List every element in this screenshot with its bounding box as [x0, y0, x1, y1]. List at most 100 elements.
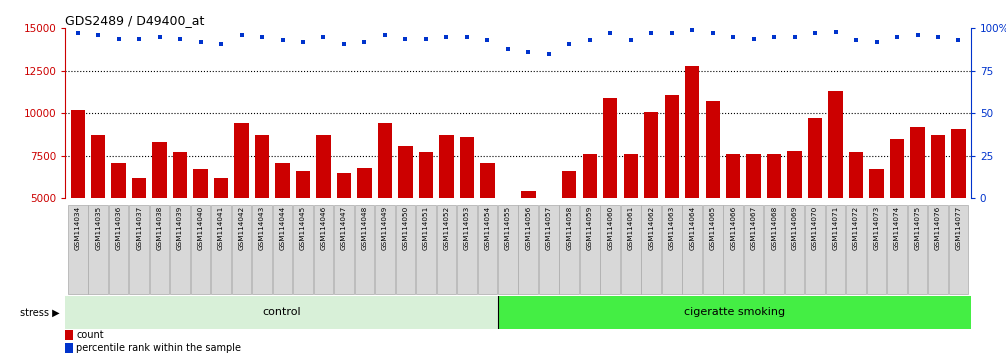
Point: [152, 34, 168, 40]
Bar: [173, 152, 187, 283]
FancyBboxPatch shape: [273, 205, 293, 294]
FancyBboxPatch shape: [785, 205, 805, 294]
Text: GSM114074: GSM114074: [894, 206, 900, 250]
Point: [397, 36, 413, 41]
Point: [520, 49, 536, 55]
Point: [767, 34, 783, 40]
Text: GSM114065: GSM114065: [709, 206, 715, 250]
Text: GSM114036: GSM114036: [116, 206, 122, 250]
Text: GSM114046: GSM114046: [321, 206, 327, 250]
FancyBboxPatch shape: [89, 205, 108, 294]
Bar: [604, 98, 618, 283]
Bar: [665, 95, 679, 283]
Text: GSM114054: GSM114054: [484, 206, 490, 250]
Text: GSM114060: GSM114060: [608, 206, 614, 250]
Text: GSM114067: GSM114067: [750, 206, 757, 250]
Point: [643, 30, 659, 36]
FancyBboxPatch shape: [67, 205, 88, 294]
Bar: [808, 118, 822, 283]
Bar: [418, 152, 433, 283]
Point: [909, 32, 926, 38]
Point: [316, 34, 332, 40]
Bar: [541, 202, 556, 283]
FancyBboxPatch shape: [765, 205, 784, 294]
Point: [684, 27, 700, 33]
Text: GSM114073: GSM114073: [873, 206, 879, 250]
FancyBboxPatch shape: [805, 205, 825, 294]
Point: [868, 39, 884, 45]
Bar: [337, 173, 351, 283]
FancyBboxPatch shape: [293, 205, 313, 294]
Text: control: control: [263, 307, 301, 318]
Point: [254, 34, 270, 40]
Point: [541, 51, 557, 57]
Text: cigeratte smoking: cigeratte smoking: [684, 307, 785, 318]
Bar: [276, 162, 290, 283]
Text: GSM114048: GSM114048: [361, 206, 367, 250]
Bar: [582, 154, 597, 283]
Bar: [849, 152, 863, 283]
Point: [275, 38, 291, 43]
Point: [69, 30, 86, 36]
Text: GSM114064: GSM114064: [689, 206, 695, 250]
Point: [172, 36, 188, 41]
Text: GSM114070: GSM114070: [812, 206, 818, 250]
Text: GSM114056: GSM114056: [525, 206, 531, 250]
FancyBboxPatch shape: [518, 205, 538, 294]
Bar: [788, 151, 802, 283]
FancyBboxPatch shape: [355, 205, 374, 294]
Point: [213, 41, 229, 46]
FancyBboxPatch shape: [826, 205, 845, 294]
Text: GSM114055: GSM114055: [505, 206, 511, 250]
Point: [930, 34, 946, 40]
Point: [603, 30, 619, 36]
Bar: [624, 154, 638, 283]
Bar: [132, 178, 146, 283]
Point: [787, 34, 803, 40]
Text: GSM114050: GSM114050: [402, 206, 408, 250]
Text: GSM114040: GSM114040: [197, 206, 203, 250]
Point: [439, 34, 455, 40]
Text: GSM114058: GSM114058: [566, 206, 572, 250]
Bar: [112, 162, 126, 283]
FancyBboxPatch shape: [253, 205, 272, 294]
Bar: [767, 154, 782, 283]
FancyBboxPatch shape: [191, 205, 210, 294]
Bar: [91, 135, 106, 283]
Text: GSM114059: GSM114059: [586, 206, 593, 250]
Point: [336, 41, 352, 46]
Point: [377, 32, 393, 38]
FancyBboxPatch shape: [314, 205, 333, 294]
Text: GSM114052: GSM114052: [444, 206, 450, 250]
FancyBboxPatch shape: [437, 205, 457, 294]
FancyBboxPatch shape: [498, 205, 518, 294]
Bar: [644, 112, 658, 283]
FancyBboxPatch shape: [334, 205, 354, 294]
FancyBboxPatch shape: [846, 205, 866, 294]
FancyBboxPatch shape: [642, 205, 661, 294]
FancyBboxPatch shape: [231, 205, 252, 294]
Bar: [378, 124, 392, 283]
Point: [828, 29, 844, 35]
Point: [951, 38, 967, 43]
Bar: [398, 145, 412, 283]
Text: GSM114071: GSM114071: [833, 206, 839, 250]
FancyBboxPatch shape: [621, 205, 641, 294]
Text: GSM114047: GSM114047: [341, 206, 347, 250]
Bar: [521, 192, 535, 283]
Text: percentile rank within the sample: percentile rank within the sample: [76, 343, 241, 353]
Text: GSM114034: GSM114034: [74, 206, 80, 250]
Text: GSM114037: GSM114037: [136, 206, 142, 250]
Bar: [214, 178, 228, 283]
FancyBboxPatch shape: [130, 205, 149, 294]
Point: [479, 38, 495, 43]
Text: GSM114038: GSM114038: [157, 206, 163, 250]
Point: [111, 36, 127, 41]
FancyBboxPatch shape: [887, 205, 906, 294]
FancyBboxPatch shape: [703, 205, 722, 294]
Point: [131, 36, 147, 41]
Text: GSM114062: GSM114062: [648, 206, 654, 250]
FancyBboxPatch shape: [682, 205, 702, 294]
FancyBboxPatch shape: [395, 205, 415, 294]
Point: [623, 38, 639, 43]
